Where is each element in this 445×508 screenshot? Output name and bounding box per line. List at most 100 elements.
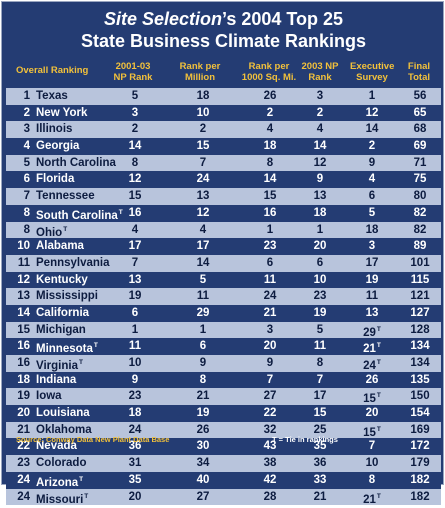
cell-sq-value: 2: [267, 107, 273, 119]
cell-np-value: 17: [129, 240, 142, 252]
cell-exec-value: 5: [369, 207, 375, 219]
cell-np03: 9: [296, 171, 344, 188]
cell-tot-value: 68: [414, 123, 427, 135]
cell-exec: 14: [350, 121, 394, 138]
cell-tot: 89: [402, 238, 438, 255]
tie-marker: T: [63, 226, 67, 233]
cell-tot-value: 128: [410, 324, 429, 336]
cell-state-value: Virginia: [36, 360, 78, 372]
title-publication: Site Selection: [104, 9, 222, 29]
cell-mil-value: 13: [197, 190, 210, 202]
cell-state-value: Texas: [36, 90, 68, 102]
cell-np03-value: 15: [314, 407, 327, 419]
cell-np-value: 8: [132, 157, 138, 169]
cell-mil: 21: [174, 388, 232, 405]
cell-exec-value: 29: [363, 327, 376, 339]
cell-mil: 2: [174, 121, 232, 138]
cell-np: 4: [106, 222, 164, 239]
cell-tot-value: 71: [414, 157, 427, 169]
cell-tot-value: 89: [414, 240, 427, 252]
cell-mil-value: 15: [197, 140, 210, 152]
cell-rank: 8: [12, 205, 30, 222]
cell-rank-value: 24: [17, 491, 30, 503]
cell-np03: 36: [296, 455, 344, 472]
cell-exec: 12: [350, 105, 394, 122]
cell-sq-value: 27: [264, 390, 277, 402]
cell-np-value: 4: [132, 224, 138, 236]
cell-np03-value: 12: [314, 157, 327, 169]
cell-np03: 5: [296, 322, 344, 339]
cell-mil-value: 19: [197, 407, 210, 419]
cell-mil-value: 11: [197, 290, 209, 302]
cell-sq-value: 14: [264, 173, 277, 185]
cell-mil-value: 21: [197, 390, 210, 402]
cell-tot-value: 115: [411, 274, 430, 286]
cell-mil-value: 5: [200, 274, 206, 286]
cell-np03: 2: [296, 105, 344, 122]
cell-exec-value: 6: [369, 190, 375, 202]
cell-sq: 9: [240, 355, 300, 372]
cell-tot: 82: [402, 222, 438, 239]
cell-rank: 15: [12, 322, 30, 339]
cell-sq-value: 21: [264, 307, 277, 319]
cell-tot: 128: [402, 322, 438, 339]
cell-tot-value: 101: [410, 257, 429, 269]
cell-tot-value: 182: [410, 491, 429, 503]
cell-mil-value: 17: [197, 240, 210, 252]
cell-mil-value: 29: [197, 307, 210, 319]
cell-exec-value: 1: [369, 90, 375, 102]
cell-np03: 7: [296, 372, 344, 389]
cell-np: 9: [106, 372, 164, 389]
cell-exec: 20: [350, 405, 394, 422]
cell-tot: 154: [402, 405, 438, 422]
cell-rank-value: 19: [17, 390, 30, 402]
cell-np03: 33: [296, 472, 344, 489]
cell-tot-value: 69: [414, 140, 427, 152]
cell-state-value: Oklahoma: [36, 424, 92, 436]
cell-rank: 7: [12, 188, 30, 205]
cell-exec: 9: [350, 155, 394, 172]
cell-np03: 14: [296, 138, 344, 155]
cell-exec: 21T: [350, 489, 394, 508]
cell-state-value: Tennessee: [36, 190, 95, 202]
cell-np03: 13: [296, 188, 344, 205]
header-np-rank: 2001-03 NP Rank: [110, 61, 156, 83]
cell-tot: 127: [402, 305, 438, 322]
cell-mil: 5: [174, 272, 232, 289]
cell-rank-value: 4: [24, 140, 30, 152]
cell-tot: 121: [402, 288, 438, 305]
cell-mil: 18: [174, 88, 232, 105]
cell-np: 17: [106, 238, 164, 255]
cell-np03-value: 8: [317, 357, 323, 369]
cell-state-value: Indiana: [36, 374, 76, 386]
cell-state-value: Illinois: [36, 123, 72, 135]
cell-mil-value: 2: [200, 123, 206, 135]
cell-mil: 34: [174, 455, 232, 472]
cell-rank-value: 7: [24, 190, 30, 202]
cell-exec: 5: [350, 205, 394, 222]
cell-tot: 75: [402, 171, 438, 188]
cell-mil: 6: [174, 338, 232, 355]
tie-marker: T: [79, 359, 83, 366]
cell-rank-value: 21: [17, 424, 30, 436]
cell-rank: 4: [12, 138, 30, 155]
cell-np03: 11: [296, 338, 344, 355]
cell-mil: 4: [174, 222, 232, 239]
cell-mil-value: 12: [197, 207, 210, 219]
cell-mil: 8: [174, 372, 232, 389]
cell-rank: 12: [12, 272, 30, 289]
cell-tot: 80: [402, 188, 438, 205]
cell-tot-value: 169: [410, 424, 429, 436]
cell-state-value: Georgia: [36, 140, 79, 152]
cell-tot-value: 179: [410, 457, 429, 469]
cell-np: 18: [106, 405, 164, 422]
cell-tot: 101: [402, 255, 438, 272]
cell-tot-value: 134: [410, 340, 429, 352]
